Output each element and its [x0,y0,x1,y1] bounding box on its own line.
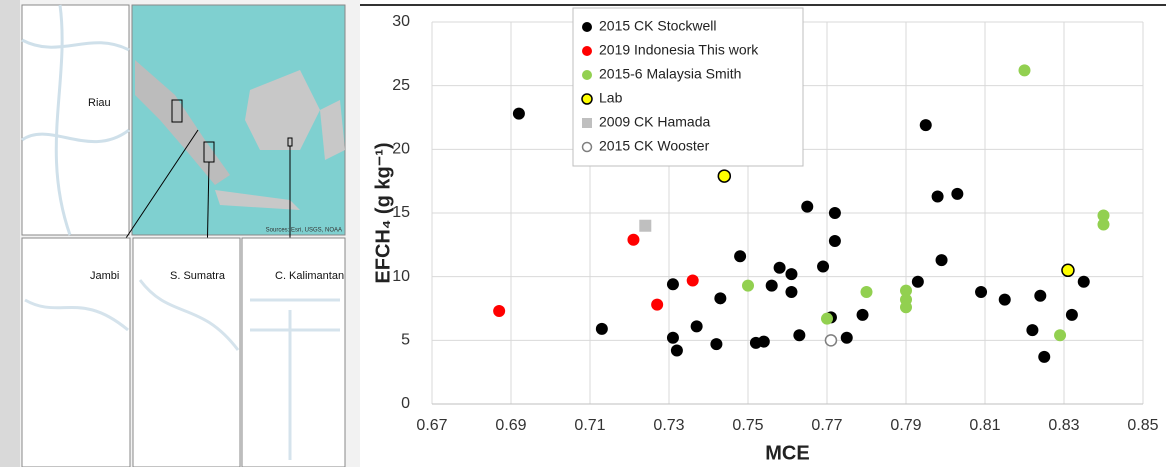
region-label: C. Kalimantan [275,270,344,282]
region-label: S. Sumatra [170,270,226,282]
marker [582,22,592,32]
marker [932,190,944,202]
marker [687,274,699,286]
legend-label: 2015-6 Malaysia Smith [599,66,741,82]
legend-label: 2009 CK Hamada [599,114,711,130]
marker [710,338,722,350]
y-tick-label: 5 [401,332,410,349]
marker [829,207,841,219]
marker [785,286,797,298]
y-tick-label: 15 [392,204,410,221]
marker [951,188,963,200]
marker [821,313,833,325]
marker [493,305,505,317]
marker [861,286,873,298]
page: Sources: Esri, USGS, NOAA Riau Jambi S. … [0,0,1166,467]
x-tick-label: 0.77 [811,417,842,434]
side-strip [0,0,20,467]
marker [900,301,912,313]
marker [742,280,754,292]
marker [785,268,797,280]
marker [912,276,924,288]
map-panel [22,5,129,235]
marker [920,119,932,131]
marker [1098,218,1110,230]
marker-edged [1062,264,1074,276]
marker [714,292,726,304]
marker [1038,351,1050,363]
marker [691,320,703,332]
marker-square [582,118,592,128]
legend-label: Lab [599,90,623,106]
x-tick-label: 0.75 [732,417,763,434]
marker [513,108,525,120]
x-tick-label: 0.69 [495,417,526,434]
marker [841,332,853,344]
marker-square [639,220,651,232]
marker [596,323,608,335]
marker [774,262,786,274]
chart: 0 5 10 15 20 25 30 0.67 0.69 0.71 0.73 0.75 0.77 0.79… [372,8,1158,464]
marker [671,345,683,357]
marker [1078,276,1090,288]
marker [651,299,663,311]
y-tick-label: 0 [401,395,410,412]
marker [1066,309,1078,321]
legend-label: 2015 CK Wooster [599,138,710,154]
y-axis-label: EFCH₄ (g kg⁻¹) [372,142,394,283]
x-tick-label: 0.71 [574,417,605,434]
marker [582,70,592,80]
marker [1019,64,1031,76]
marker-open [825,335,836,346]
marker [1026,324,1038,336]
marker [582,46,592,56]
x-tick-label: 0.79 [890,417,921,434]
x-axis-label: MCE [765,442,809,464]
marker [801,201,813,213]
marker [857,309,869,321]
y-tick-label: 25 [392,77,410,94]
region-label: Riau [88,97,111,109]
marker [667,278,679,290]
region-label: Jambi [90,270,119,282]
marker-open [583,143,592,152]
x-tick-label: 0.83 [1048,417,1079,434]
legend-label: 2019 Indonesia This work [599,42,759,58]
x-tick-label: 0.81 [969,417,1000,434]
marker [766,280,778,292]
marker [829,235,841,247]
y-tick-label: 30 [392,13,410,30]
marker [936,254,948,266]
marker [667,332,679,344]
x-tick-label: 0.85 [1127,417,1158,434]
marker [758,336,770,348]
x-tick-label: 0.73 [653,417,684,434]
map-source: Sources: Esri, USGS, NOAA [266,228,342,234]
marker [999,294,1011,306]
x-tick-label: 0.67 [416,417,447,434]
marker-edged [582,94,592,104]
marker [1034,290,1046,302]
marker [793,329,805,341]
y-tick-label: 10 [392,268,410,285]
marker [1054,329,1066,341]
marker [734,250,746,262]
legend-label: 2015 CK Stockwell [599,18,717,34]
marker [975,286,987,298]
marker-edged [718,170,730,182]
marker [627,234,639,246]
marker [817,260,829,272]
y-tick-label: 20 [392,141,410,158]
